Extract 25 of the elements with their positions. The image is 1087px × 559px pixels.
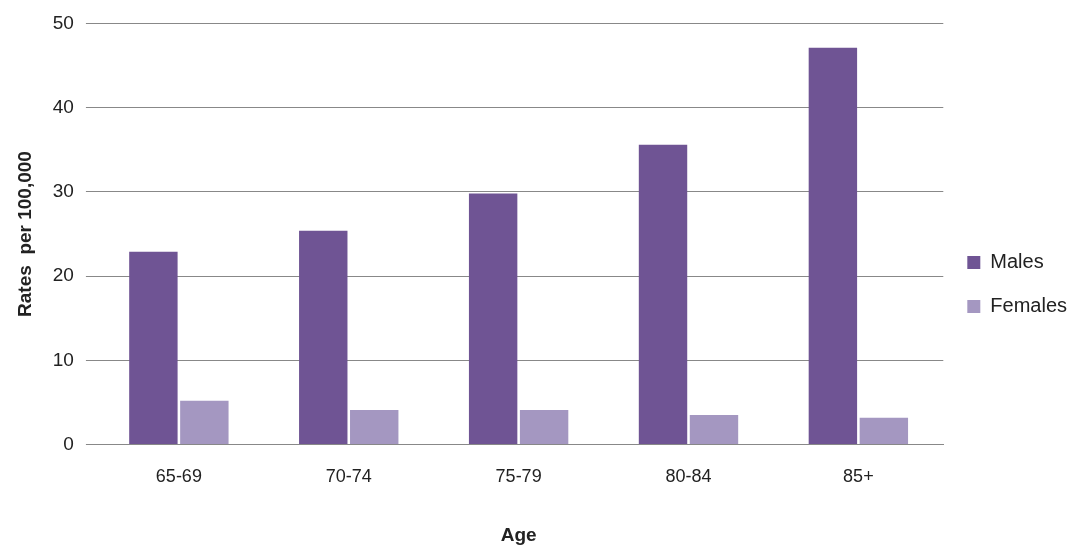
y-tick-label: 20 [52, 264, 74, 286]
y-tick-label: 40 [52, 95, 74, 117]
y-tick-label: 10 [52, 348, 74, 370]
y-tick-label: 0 [63, 432, 74, 454]
bar [689, 415, 739, 445]
legend-label: Females [990, 294, 1068, 317]
x-tick-label: 70-74 [325, 466, 372, 487]
bar [299, 230, 348, 445]
x-tick-label: 65-69 [155, 466, 202, 487]
bar [350, 410, 399, 445]
bar [129, 251, 178, 445]
bar [468, 193, 518, 445]
x-tick-label: 85+ [843, 466, 874, 487]
bar [519, 410, 569, 445]
bar [808, 47, 858, 445]
x-axis-title: Age [500, 523, 537, 545]
y-axis-title: Rates per 100,000 [13, 151, 35, 317]
x-tick-label: 75-79 [495, 466, 542, 487]
bar [180, 400, 229, 445]
x-tick-label: 80-84 [665, 466, 712, 487]
legend-label: Males [990, 250, 1044, 273]
y-tick-label: 50 [52, 11, 74, 33]
bar [638, 144, 688, 445]
bar [859, 417, 909, 445]
y-tick-label: 30 [52, 180, 74, 202]
